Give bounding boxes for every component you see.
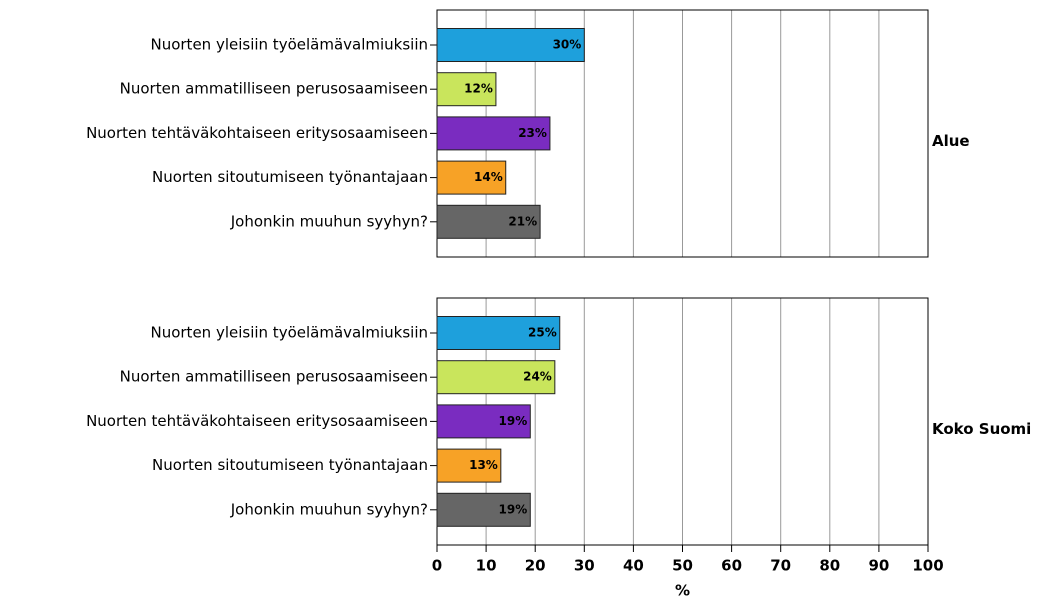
x-axis-label: % — [675, 582, 690, 600]
value-label: 14% — [474, 170, 503, 184]
bar — [436, 404, 531, 439]
bar — [436, 72, 497, 107]
panel-label: Koko Suomi — [932, 420, 1031, 438]
bar — [436, 28, 585, 62]
x-tick-label: 30 — [574, 557, 595, 575]
value-label: 21% — [508, 214, 537, 228]
value-label: 24% — [523, 370, 552, 384]
value-label: 12% — [464, 82, 493, 96]
bar — [436, 160, 507, 195]
bar — [436, 492, 531, 527]
x-tick-label: 40 — [623, 557, 644, 575]
value-label: 19% — [499, 414, 528, 428]
x-tick-label: 90 — [868, 557, 889, 575]
x-tick-label: 100 — [912, 557, 943, 575]
category-label: Nuorten tehtäväkohtaiseen eritysosaamise… — [86, 412, 428, 430]
value-label: 30% — [553, 38, 582, 52]
x-tick-label: 80 — [819, 557, 840, 575]
category-label: Nuorten yleisiin työelämävalmiuksiin — [150, 36, 428, 54]
value-label: 19% — [499, 502, 528, 516]
bar — [436, 204, 541, 239]
x-tick-label: 10 — [476, 557, 497, 575]
value-label: 25% — [528, 326, 557, 340]
category-label: Nuorten ammatilliseen perusosaamiseen — [120, 368, 428, 386]
x-tick-label: 60 — [721, 557, 742, 575]
bar — [436, 448, 502, 483]
x-tick-label: 0 — [432, 557, 442, 575]
category-label: Nuorten yleisiin työelämävalmiuksiin — [150, 324, 428, 342]
value-label: 13% — [469, 458, 498, 472]
category-label: Nuorten sitoutumiseen työnantajaan — [152, 168, 428, 186]
bar — [436, 116, 551, 151]
bar — [436, 316, 561, 350]
category-label: Johonkin muuhun syyhyn? — [230, 212, 428, 230]
category-label: Nuorten sitoutumiseen työnantajaan — [152, 456, 428, 474]
bar — [436, 360, 556, 395]
x-tick-label: 70 — [770, 557, 791, 575]
category-label: Nuorten ammatilliseen perusosaamiseen — [120, 80, 428, 98]
value-label: 23% — [518, 126, 547, 140]
x-tick-label: 50 — [672, 557, 693, 575]
panel-label: Alue — [932, 132, 970, 150]
category-label: Nuorten tehtäväkohtaiseen eritysosaamise… — [86, 124, 428, 142]
category-label: Johonkin muuhun syyhyn? — [230, 500, 428, 518]
x-tick-label: 20 — [525, 557, 546, 575]
